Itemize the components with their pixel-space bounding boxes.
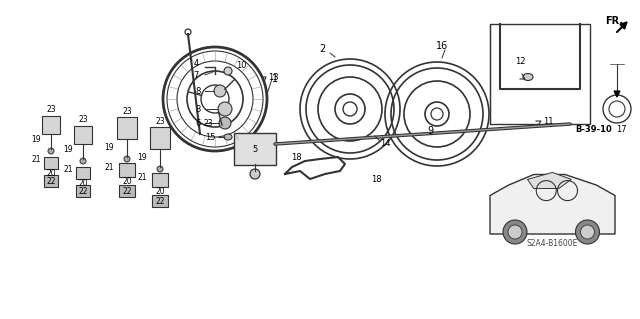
Circle shape (214, 85, 226, 97)
Text: 9: 9 (427, 126, 433, 136)
Text: 18: 18 (371, 174, 381, 183)
Text: 3: 3 (195, 105, 201, 114)
Text: 23: 23 (203, 120, 213, 129)
Polygon shape (527, 172, 572, 189)
Text: S2A4-B1600E: S2A4-B1600E (526, 240, 578, 249)
Circle shape (508, 225, 522, 239)
Text: 12: 12 (515, 56, 525, 65)
Text: 23: 23 (46, 105, 56, 114)
Text: 14: 14 (380, 138, 390, 147)
Text: 20: 20 (155, 188, 165, 197)
Text: 6: 6 (195, 118, 201, 128)
Text: FR.: FR. (605, 16, 623, 26)
Circle shape (575, 220, 600, 244)
Text: 22: 22 (78, 188, 88, 197)
Polygon shape (490, 174, 615, 234)
Ellipse shape (224, 134, 232, 140)
Text: 11: 11 (543, 116, 553, 125)
Text: 20: 20 (122, 177, 132, 187)
Bar (152, 195, 168, 207)
Text: 2: 2 (319, 44, 325, 54)
Circle shape (224, 67, 232, 75)
Circle shape (124, 156, 130, 162)
Text: 7: 7 (193, 70, 198, 79)
Text: 19: 19 (137, 152, 147, 161)
Ellipse shape (523, 73, 533, 80)
Text: 17: 17 (616, 124, 627, 133)
Text: 21: 21 (137, 173, 147, 182)
Circle shape (219, 117, 231, 129)
Text: 15: 15 (205, 132, 215, 142)
Text: 23: 23 (122, 107, 132, 115)
Circle shape (250, 169, 260, 179)
Bar (150, 127, 170, 149)
Bar (42, 116, 60, 134)
Text: 19: 19 (104, 143, 114, 152)
Text: 19: 19 (63, 145, 73, 153)
Text: 23: 23 (155, 116, 165, 125)
Bar (76, 185, 90, 197)
Text: 20: 20 (78, 180, 88, 189)
Text: 21: 21 (31, 154, 41, 164)
Bar (44, 157, 58, 169)
FancyBboxPatch shape (234, 133, 276, 165)
Text: 20: 20 (46, 169, 56, 179)
Circle shape (503, 220, 527, 244)
Text: 21: 21 (63, 165, 73, 174)
Text: 13: 13 (268, 72, 278, 81)
Bar (119, 185, 135, 197)
Text: 16: 16 (436, 41, 448, 51)
Circle shape (80, 158, 86, 164)
Text: 21: 21 (104, 162, 114, 172)
Text: B-39-10: B-39-10 (575, 124, 612, 133)
Bar (44, 175, 58, 187)
Text: 19: 19 (31, 135, 41, 144)
Text: 1: 1 (272, 74, 278, 84)
Circle shape (48, 148, 54, 154)
Bar (152, 173, 168, 187)
Bar (490, 24, 590, 124)
Bar (119, 163, 135, 177)
Text: 8: 8 (195, 86, 201, 95)
Text: 22: 22 (156, 197, 164, 206)
Circle shape (218, 102, 232, 116)
Bar (74, 126, 92, 144)
Bar (76, 167, 90, 179)
Text: 23: 23 (78, 115, 88, 123)
Text: 18: 18 (291, 152, 301, 161)
Text: 4: 4 (193, 58, 198, 68)
Text: 22: 22 (122, 188, 132, 197)
Circle shape (157, 166, 163, 172)
Text: 22: 22 (46, 177, 56, 187)
Text: 5: 5 (252, 145, 258, 153)
Bar (117, 117, 137, 139)
Text: 10: 10 (236, 62, 246, 70)
Circle shape (580, 225, 595, 239)
